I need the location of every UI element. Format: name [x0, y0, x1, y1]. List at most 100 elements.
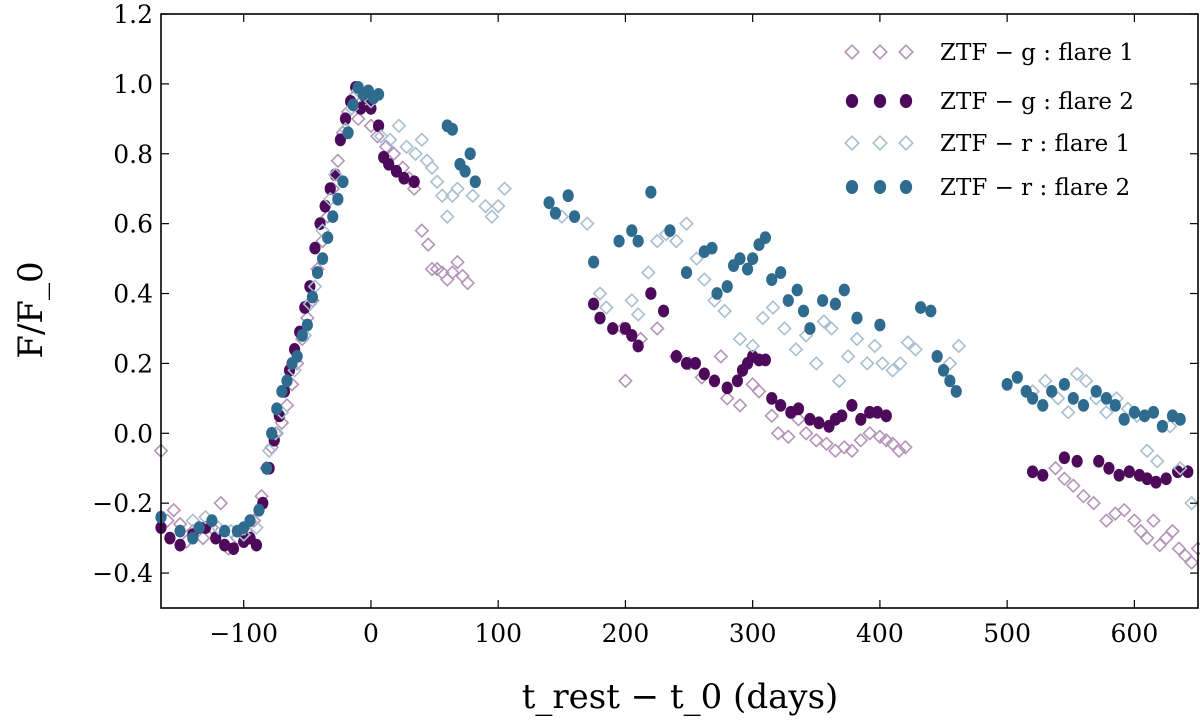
data-point — [1048, 460, 1063, 476]
data-point — [1037, 468, 1049, 482]
data-point — [347, 98, 359, 112]
data-point — [944, 374, 956, 388]
y-axis-label: F/F_0 — [11, 261, 51, 358]
data-point — [1060, 404, 1076, 420]
data-point — [271, 402, 283, 416]
data-point — [324, 182, 336, 196]
data-point — [1128, 405, 1140, 419]
data-point — [213, 495, 229, 511]
data-point — [844, 443, 860, 459]
data-point — [813, 416, 825, 430]
data-point — [319, 199, 331, 213]
data-point — [607, 322, 619, 335]
axis-ticks: −100 0 100 200 300 400 500 600 −0.4 −0.2 0.0 0.2 0.4… — [92, 0, 1198, 648]
data-point — [680, 266, 693, 279]
data-point — [314, 217, 326, 231]
data-point — [1099, 404, 1114, 420]
data-point — [594, 311, 606, 325]
y-tick-label: 1.0 — [113, 70, 153, 99]
data-point — [372, 87, 385, 101]
data-point — [891, 443, 907, 459]
data-point — [434, 188, 450, 204]
x-tick-label: 200 — [602, 619, 650, 648]
data-point — [849, 331, 865, 347]
data-point — [1127, 513, 1142, 528]
data-point — [880, 409, 892, 423]
data-point — [568, 210, 581, 224]
data-point — [164, 531, 176, 545]
data-point — [250, 538, 263, 552]
legend-label: ZTF − r : flare 1 — [940, 131, 1130, 157]
data-point — [1184, 495, 1199, 511]
data-point — [579, 216, 595, 231]
legend-marker — [899, 93, 913, 109]
data-point — [782, 294, 794, 307]
data-point — [950, 384, 962, 398]
data-point — [424, 160, 440, 176]
data-point — [689, 357, 702, 370]
data-point — [713, 349, 729, 364]
data-point — [766, 391, 778, 405]
data-point — [1058, 377, 1070, 391]
data-point — [562, 189, 574, 203]
data-point — [817, 294, 829, 307]
data-point — [1046, 384, 1058, 398]
data-point — [931, 350, 943, 363]
y-tick-label: −0.2 — [92, 489, 153, 518]
data-point — [1113, 468, 1125, 482]
data-point — [327, 167, 343, 183]
data-point — [1099, 513, 1114, 528]
data-point — [853, 432, 869, 448]
data-point — [791, 283, 803, 297]
x-tick-label: 0 — [363, 619, 379, 648]
data-point — [446, 122, 458, 136]
data-point — [408, 146, 423, 162]
data-point — [840, 349, 856, 364]
data-point — [174, 524, 186, 538]
data-point — [624, 293, 640, 308]
data-point — [1172, 460, 1188, 476]
data-point — [1086, 495, 1101, 511]
data-point — [871, 405, 883, 419]
data-point — [766, 273, 778, 286]
data-point — [1001, 377, 1013, 391]
data-point — [166, 502, 182, 518]
data-point — [406, 181, 422, 197]
data-point — [808, 356, 824, 371]
legend-marker — [844, 135, 860, 151]
data-point — [859, 356, 875, 371]
data-point — [836, 409, 848, 423]
data-point — [469, 175, 481, 189]
legend-marker — [899, 179, 913, 195]
data-point — [460, 275, 475, 291]
data-point — [717, 303, 733, 319]
data-point — [316, 252, 329, 265]
data-point — [1139, 530, 1155, 546]
data-point — [398, 171, 410, 185]
data-point — [549, 206, 562, 220]
data-points-layer — [153, 80, 1200, 570]
data-point — [206, 514, 218, 528]
data-point — [588, 297, 600, 311]
data-point — [908, 342, 923, 357]
data-point — [193, 521, 205, 535]
data-point — [382, 132, 398, 148]
x-tick-label: 500 — [983, 619, 1031, 648]
data-point — [626, 224, 638, 238]
data-point — [706, 241, 718, 255]
data-point — [372, 119, 385, 133]
data-point — [708, 374, 721, 388]
data-point — [951, 338, 967, 354]
data-point — [1026, 391, 1039, 405]
data-point — [450, 254, 465, 270]
data-point — [369, 128, 385, 144]
data-point — [1184, 555, 1199, 570]
data-point — [797, 304, 810, 318]
data-point — [386, 146, 402, 162]
legend-marker — [898, 44, 914, 60]
data-point — [1026, 465, 1039, 479]
data-point — [1076, 488, 1091, 504]
data-point — [872, 429, 888, 445]
data-point — [668, 233, 684, 249]
